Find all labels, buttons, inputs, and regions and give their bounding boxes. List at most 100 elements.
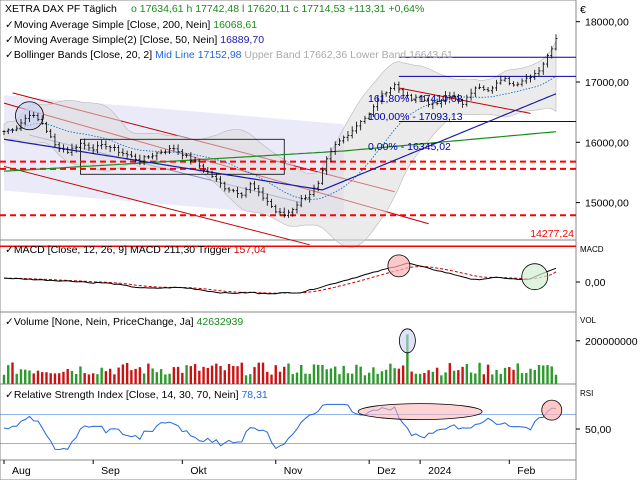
bollinger-mid-line	[3, 75, 557, 200]
volume-bar	[253, 367, 256, 384]
rsi-highlight-last	[541, 399, 563, 421]
macd-panel[interactable]	[0, 239, 577, 313]
volume-bar	[108, 368, 112, 384]
x-axis-label: Dez	[377, 465, 396, 477]
volume-bar	[100, 367, 103, 384]
volume-bar	[367, 372, 371, 384]
volume-bar	[147, 363, 150, 384]
volume-bar	[189, 366, 193, 384]
volume-bar	[448, 363, 452, 384]
sma50-line	[3, 93, 557, 191]
volume-bar	[452, 370, 456, 384]
volume-bar	[376, 373, 379, 384]
price-axis-label: 15000,00	[585, 198, 629, 210]
volume-bar	[516, 363, 519, 384]
volume-bar	[393, 368, 396, 384]
volume-bar	[278, 371, 282, 384]
volume-bar	[125, 362, 129, 384]
volume-bar	[113, 374, 116, 384]
volume-bar	[317, 364, 320, 384]
volume-bar	[554, 374, 558, 384]
volume-bar	[342, 365, 345, 384]
x-axis-label: Aug	[12, 465, 31, 477]
volume-bar	[346, 373, 350, 384]
volume-bar	[384, 369, 388, 384]
volume-bar	[223, 370, 226, 384]
volume-bar	[83, 373, 86, 384]
trend-line-lower	[3, 165, 310, 246]
volume-bar	[74, 374, 78, 384]
volume-bar	[53, 373, 57, 384]
volume-bar	[232, 365, 235, 384]
volume-axis-tag: VOL	[580, 316, 597, 325]
currency-symbol: €	[580, 4, 586, 16]
fib-trend-line	[398, 87, 531, 114]
volume-bar	[142, 373, 146, 384]
volume-bar	[401, 365, 405, 384]
volume-bar	[240, 362, 243, 384]
legend-sma50[interactable]: ✓Moving Average Simple(2) [Close, 50, Ne…	[5, 34, 264, 46]
volume-bar	[11, 362, 14, 384]
rsi-highlight-range	[357, 403, 483, 421]
price-axis-label: 16000,00	[585, 137, 629, 149]
volume-bar	[28, 370, 31, 384]
volume-bar	[478, 362, 481, 384]
ohlc-readout: o 17634,61 h 17742,48 l 17620,11 c 17714…	[131, 3, 424, 15]
volume-bar	[457, 370, 460, 384]
volume-bar	[104, 371, 108, 384]
volume-bar	[185, 365, 188, 384]
volume-bar	[486, 364, 490, 384]
volume-bar	[469, 372, 473, 384]
macd-highlight-cross	[521, 263, 549, 291]
volume-legend[interactable]: ✓Volume [None, Nein, PriceChange, Ja] 42…	[5, 316, 243, 328]
rsi-axis-label: 50,00	[585, 424, 611, 436]
volume-bar	[525, 372, 528, 384]
volume-bar	[32, 373, 35, 384]
volume-bar	[274, 365, 277, 384]
volume-bar	[176, 366, 180, 384]
volume-bar	[414, 373, 418, 384]
volume-bar	[423, 373, 426, 384]
price-axis-label: 17000,00	[585, 77, 629, 89]
volume-bar	[325, 369, 328, 384]
fib-label-100: 100,00% - 17093,13	[368, 111, 463, 123]
price-axis-label: 18000,00	[585, 17, 629, 29]
volume-bar	[512, 369, 515, 384]
macd-highlight-peak	[387, 254, 411, 278]
volume-bar	[499, 373, 502, 384]
volume-bar	[444, 372, 447, 384]
volume-bar	[508, 367, 511, 384]
rsi-panel[interactable]	[0, 383, 577, 461]
volume-bar	[355, 364, 358, 384]
volume-bar	[130, 370, 133, 384]
rsi-legend[interactable]: ✓Relative Strength Index [Close, 14, 30,…	[5, 389, 268, 401]
macd-legend[interactable]: ✓MACD [Close, 12, 26, 9] MACD 211,30 Tri…	[5, 244, 266, 256]
volume-bar	[304, 373, 307, 384]
volume-bar	[227, 364, 231, 384]
fib-label-1618: 161,80% - 17410,08	[368, 93, 463, 105]
macd-axis-label: 0,00	[585, 277, 606, 289]
volume-bar	[257, 362, 260, 384]
volume-bar	[372, 367, 375, 384]
instrument-title: XETRA DAX PF Täglich	[5, 3, 117, 15]
legend-sma200[interactable]: ✓Moving Average Simple [Close, 200, Nein…	[5, 19, 257, 31]
volume-bar	[7, 365, 10, 384]
volume-bar	[198, 370, 201, 384]
volume-bar	[435, 367, 439, 384]
volume-bar	[550, 366, 553, 384]
volume-bar	[87, 374, 91, 384]
volume-bar	[215, 363, 218, 384]
volume-bar	[546, 365, 549, 384]
volume-bar	[529, 368, 532, 384]
legend-bollinger[interactable]: ✓Bollinger Bands [Close, 20, 2] Mid Line…	[5, 49, 453, 61]
volume-bar	[244, 375, 248, 384]
volume-bar	[172, 367, 176, 384]
consolidation-box	[80, 138, 285, 175]
volume-bar	[491, 374, 494, 384]
x-axis-area	[0, 459, 577, 480]
volume-bar	[465, 364, 469, 384]
x-axis-label: Nov	[284, 465, 303, 477]
volume-bar	[520, 373, 524, 384]
volume-bar	[380, 371, 384, 384]
